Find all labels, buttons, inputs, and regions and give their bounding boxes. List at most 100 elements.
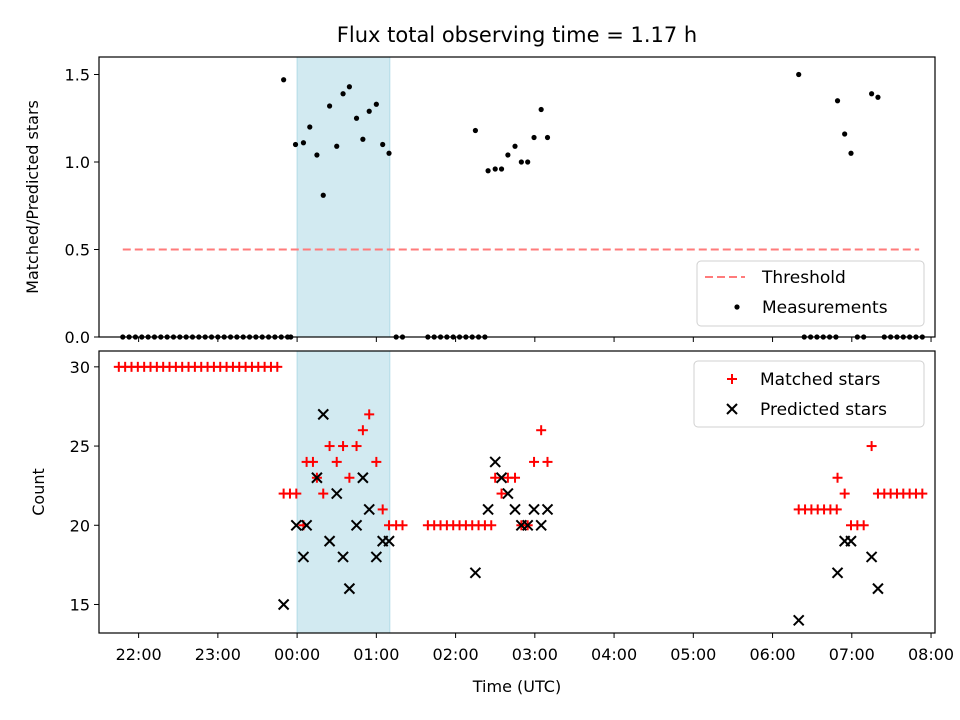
measurement-point: [366, 108, 372, 114]
axes-frame: [98, 56, 936, 338]
measurement-point: [340, 91, 346, 97]
marker-stroke: [495, 472, 508, 484]
x-tick-label: 02:00: [433, 645, 479, 664]
matched-star-marker: [357, 425, 368, 436]
x-tick-label: 22:00: [116, 645, 162, 664]
measurement-point: [531, 134, 537, 141]
marker-stroke: [311, 472, 323, 484]
marker-stroke: [509, 503, 521, 516]
measurement-point: [848, 150, 854, 156]
predicted-star-marker: [317, 408, 329, 421]
predicted-star-marker: [311, 472, 323, 484]
predicted-star-marker: [831, 567, 844, 579]
marker-stroke: [323, 535, 336, 547]
matched-star-marker: [291, 488, 302, 499]
marker-stroke: [350, 519, 363, 531]
predicted-star-marker: [363, 503, 375, 516]
matched-star-marker: [307, 456, 318, 467]
matched-star-marker: [318, 488, 329, 499]
predicted-star-marker: [337, 551, 349, 563]
y-tick-label: 25: [70, 437, 90, 456]
predicted-star-marker: [528, 503, 540, 516]
matched-star-marker: [866, 441, 877, 452]
marker-stroke: [845, 535, 857, 547]
top-panel: Matched/Predicted stars 0.0 0.5 1.0 1.5 Thre…: [23, 56, 936, 347]
top-y-axis-label: Matched/Predicted stars: [23, 100, 42, 294]
x-axis-label: Time (UTC): [472, 677, 561, 696]
x-tick-label: 23:00: [195, 645, 241, 664]
matched-star-marker: [490, 472, 501, 483]
predicted-star-marker: [482, 503, 494, 516]
marker-stroke: [489, 456, 501, 468]
measurement-point: [307, 124, 313, 130]
x-tick-label: 07:00: [829, 645, 875, 664]
x-tick-label: 01:00: [353, 645, 399, 664]
legend-matched-label: Matched stars: [760, 370, 880, 390]
measurement-point: [498, 166, 505, 172]
predicted-star-marker: [331, 487, 343, 500]
observing-span-shade: [296, 350, 391, 634]
predicted-star-marker: [350, 519, 363, 531]
measurement-point: [380, 141, 386, 148]
predicted-star-marker: [872, 582, 884, 595]
predicted-star-marker: [792, 614, 805, 627]
measurement-point: [386, 150, 392, 156]
measurement-point: [796, 71, 802, 78]
predicted-star-marker: [845, 535, 857, 547]
matched-star-marker: [486, 520, 497, 531]
x-tick-label: 08:00: [908, 645, 954, 664]
measurement-point: [538, 106, 544, 113]
bottom-panel: Count 15 20 25 30 22:00 23:00 00:00 01:00 02:00 0…: [29, 350, 954, 664]
chart-title: Flux total observing time = 1.17 h: [337, 23, 697, 47]
measurement-point: [353, 115, 360, 121]
measurement-point: [360, 136, 366, 142]
measurement-point: [842, 131, 848, 137]
x-tick-label: 05:00: [670, 645, 716, 664]
marker-stroke: [521, 519, 534, 531]
measurement-point: [281, 77, 287, 83]
y-tick-label: 0.0: [65, 328, 90, 347]
marker-stroke: [482, 503, 494, 516]
matched-star-marker: [536, 425, 547, 436]
predicted-star-marker: [297, 551, 310, 563]
y-tick-label: 1.0: [65, 153, 90, 172]
predicted-star-marker: [535, 519, 547, 531]
marker-stroke: [469, 567, 482, 579]
matched-star-marker: [397, 520, 408, 531]
predicted-star-marker: [502, 487, 514, 500]
measurement-point: [334, 143, 340, 149]
matched-star-marker: [377, 504, 388, 515]
matched-star-marker: [542, 456, 553, 467]
predicted-star-marker: [489, 456, 501, 468]
marker-stroke: [297, 551, 310, 563]
matched-star-marker: [344, 472, 355, 483]
legend-box: [693, 360, 925, 428]
measurement-point: [492, 166, 498, 172]
marker-stroke: [528, 503, 540, 516]
predicted-star-marker: [541, 503, 554, 516]
marker-stroke: [357, 472, 369, 484]
matched-star-marker: [272, 361, 283, 372]
marker-stroke: [502, 487, 514, 500]
predicted-star-marker: [290, 519, 303, 531]
matched-star-marker: [510, 472, 521, 483]
matched-star-marker: [331, 456, 342, 467]
measurement-point: [512, 143, 518, 149]
legend-predicted-swatch: [726, 403, 738, 415]
measurement-point: [485, 168, 491, 174]
marker-stroke: [290, 519, 303, 531]
matched-star-marker: [858, 520, 869, 531]
marker-stroke: [277, 598, 290, 611]
marker-stroke: [865, 551, 878, 563]
measurement-point: [292, 141, 299, 148]
marker-stroke: [317, 408, 329, 421]
measurement-point: [314, 152, 320, 158]
matched-star-marker: [371, 456, 382, 467]
marker-stroke: [872, 582, 884, 595]
predicted-star-marker: [357, 472, 369, 484]
measurement-point: [518, 159, 524, 165]
measurement-point: [834, 98, 841, 104]
y-tick-label: 15: [70, 595, 90, 614]
y-tick-label: 20: [70, 516, 90, 535]
